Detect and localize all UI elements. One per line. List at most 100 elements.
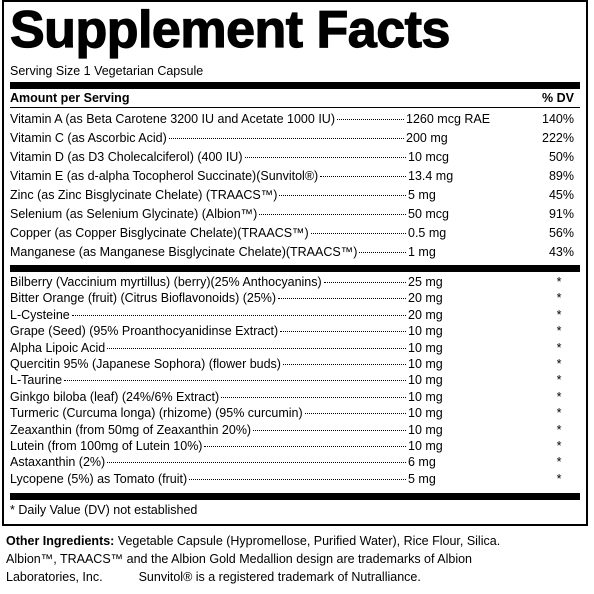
- facts-panel: Supplement Facts Serving Size 1 Vegetari…: [2, 0, 588, 526]
- nutrient-row: Vitamin E (as d-alpha Tocopherol Succina…: [10, 167, 580, 186]
- nutrient-name: Grape (Seed) (95% Proanthocyanidinse Ext…: [10, 324, 279, 339]
- nutrient-name: Vitamin E (as d-alpha Tocopherol Succina…: [10, 169, 319, 183]
- nutrient-amount: 5 mg: [408, 471, 436, 486]
- leader-dots: [282, 363, 406, 365]
- daily-value: *: [556, 324, 562, 339]
- nutrient-row: Vitamin D (as D3 Cholecalciferol) (400 I…: [10, 148, 580, 167]
- divider: [10, 82, 580, 89]
- daily-value: *: [556, 275, 562, 289]
- nutrient-amount: 25 mg: [408, 275, 443, 289]
- daily-value: *: [556, 422, 562, 437]
- nutrient-row: Vitamin A (as Beta Carotene 3200 IU and …: [10, 110, 580, 129]
- divider: [10, 493, 580, 501]
- daily-value: *: [556, 389, 562, 404]
- leader-dots: [71, 314, 406, 316]
- nutrient-name: Bilberry (Vaccinium myrtillus) (berry)(2…: [10, 275, 322, 289]
- nutrient-amount: 5 mg: [408, 188, 436, 202]
- nutrient-name: Lutein (from 100mg of Lutein 10%): [10, 438, 203, 453]
- leader-dots: [204, 445, 406, 447]
- leader-dots: [259, 214, 406, 215]
- nutrient-name: Vitamin A (as Beta Carotene 3200 IU and …: [10, 112, 335, 126]
- leader-dots: [244, 157, 406, 158]
- nutrient-name: Quercitin 95% (Japanese Sophora) (flower…: [10, 356, 281, 371]
- leader-dots: [168, 138, 405, 139]
- nutrient-row: Quercitin 95% (Japanese Sophora) (flower…: [10, 356, 580, 372]
- nutrient-row: Ginkgo biloba (leaf) (24%/6% Extract) 10 …: [10, 389, 580, 405]
- nutrient-name: Vitamin D (as D3 Cholecalciferol) (400 I…: [10, 150, 243, 164]
- leader-dots: [279, 195, 406, 196]
- nutrient-amount: 50 mcg: [408, 207, 449, 221]
- daily-value: *: [556, 307, 562, 322]
- nutrient-name: L-Taurine: [10, 373, 63, 388]
- nutrient-row: Bitter Orange (fruit) (Citrus Bioflavono…: [10, 290, 580, 306]
- leader-dots: [107, 347, 406, 349]
- other-info: Other Ingredients: Vegetable Capsule (Hy…: [6, 532, 590, 586]
- daily-value: 140%: [542, 112, 574, 126]
- nutrient-amount: 1 mg: [408, 245, 436, 259]
- daily-value: *: [556, 438, 562, 453]
- divider: [10, 265, 580, 272]
- leader-dots: [323, 282, 406, 283]
- ingredients-label: Other Ingredients:: [6, 534, 115, 548]
- vitamin-list: Vitamin A (as Beta Carotene 3200 IU and …: [10, 108, 580, 265]
- nutrient-row: Selenium (as Selenium Glycinate) (Albion…: [10, 205, 580, 224]
- nutrient-amount: 10 mcg: [408, 150, 449, 164]
- nutrient-row: L-Taurine 10 mg *: [10, 372, 580, 388]
- daily-value: 45%: [548, 188, 574, 202]
- daily-value: 50%: [548, 150, 574, 164]
- leader-dots: [359, 252, 406, 253]
- nutrient-name: Ginkgo biloba (leaf) (24%/6% Extract): [10, 389, 220, 404]
- nutrient-row: Manganese (as Manganese Bisglycinate Che…: [10, 243, 580, 262]
- nutrient-amount: 200 mg: [406, 131, 448, 145]
- nutrient-row: Lutein (from 100mg of Lutein 10%) 10 mg *: [10, 438, 580, 454]
- daily-value: *: [556, 406, 562, 421]
- botanical-list: Bilberry (Vaccinium myrtillus) (berry)(2…: [10, 272, 580, 493]
- nutrient-amount: 1260 mcg RAE: [406, 112, 491, 126]
- nutrient-amount: 10 mg: [408, 422, 443, 437]
- daily-value: *: [556, 291, 562, 306]
- nutrient-amount: 10 mg: [408, 406, 443, 421]
- nutrient-amount: 10 mg: [408, 356, 443, 371]
- daily-value: 89%: [548, 169, 574, 183]
- nutrient-row: Alpha Lipoic Acid 10 mg *: [10, 340, 580, 356]
- amount-header: Amount per Serving: [10, 91, 130, 105]
- serving-size: Serving Size 1 Vegetarian Capsule: [10, 64, 204, 78]
- trademark-text: Laboratories, Inc.: [6, 570, 103, 584]
- leader-dots: [278, 298, 406, 300]
- nutrient-name: Zinc (as Zinc Bisglycinate Chelate) (TRA…: [10, 188, 278, 202]
- daily-value: 56%: [548, 226, 574, 240]
- nutrient-amount: 20 mg: [408, 307, 443, 322]
- daily-value: 91%: [548, 207, 574, 221]
- nutrient-amount: 10 mg: [408, 324, 443, 339]
- nutrient-row: Turmeric (Curcuma longa) (rhizome) (95% …: [10, 405, 580, 421]
- nutrient-name: Alpha Lipoic Acid: [10, 340, 106, 355]
- trademark-line: Laboratories, Inc. Sunvitol® is a registe…: [6, 568, 590, 586]
- daily-value: *: [556, 455, 562, 470]
- leader-dots: [64, 380, 406, 382]
- title: Supplement Facts: [9, 1, 451, 59]
- nutrient-name: Vitamin C (as Ascorbic Acid): [10, 131, 167, 145]
- daily-value: *: [556, 471, 562, 486]
- footnote: * Daily Value (DV) not established: [10, 503, 198, 518]
- nutrient-amount: 10 mg: [408, 389, 443, 404]
- nutrient-row: Zeaxanthin (from 50mg of Zeaxanthin 20%)…: [10, 422, 580, 438]
- nutrient-name: Turmeric (Curcuma longa) (rhizome) (95% …: [10, 406, 303, 421]
- trademark-text: Sunvitol® is a registered trademark of N…: [138, 570, 421, 584]
- nutrient-row: Astaxanthin (2%) 6 mg *: [10, 454, 580, 470]
- nutrient-name: Bitter Orange (fruit) (Citrus Bioflavono…: [10, 291, 277, 306]
- trademark-line: Albion™, TRAACS™ and the Albion Gold Med…: [6, 552, 472, 566]
- nutrient-row: Copper (as Copper Bisglycinate Chelate)(…: [10, 224, 580, 243]
- daily-value: 43%: [548, 245, 574, 259]
- leader-dots: [189, 478, 406, 480]
- nutrient-name: Lycopene (5%) as Tomato (fruit): [10, 471, 188, 486]
- daily-value: *: [556, 373, 562, 388]
- leader-dots: [320, 176, 406, 177]
- nutrient-row: L-Cysteine 20 mg *: [10, 307, 580, 323]
- nutrient-row: Lycopene (5%) as Tomato (fruit) 5 mg *: [10, 471, 580, 487]
- nutrient-name: Copper (as Copper Bisglycinate Chelate)(…: [10, 226, 309, 240]
- nutrient-name: Zeaxanthin (from 50mg of Zeaxanthin 20%): [10, 422, 252, 437]
- leader-dots: [304, 413, 406, 415]
- leader-dots: [107, 462, 406, 464]
- nutrient-amount: 10 mg: [408, 373, 443, 388]
- nutrient-amount: 20 mg: [408, 291, 443, 306]
